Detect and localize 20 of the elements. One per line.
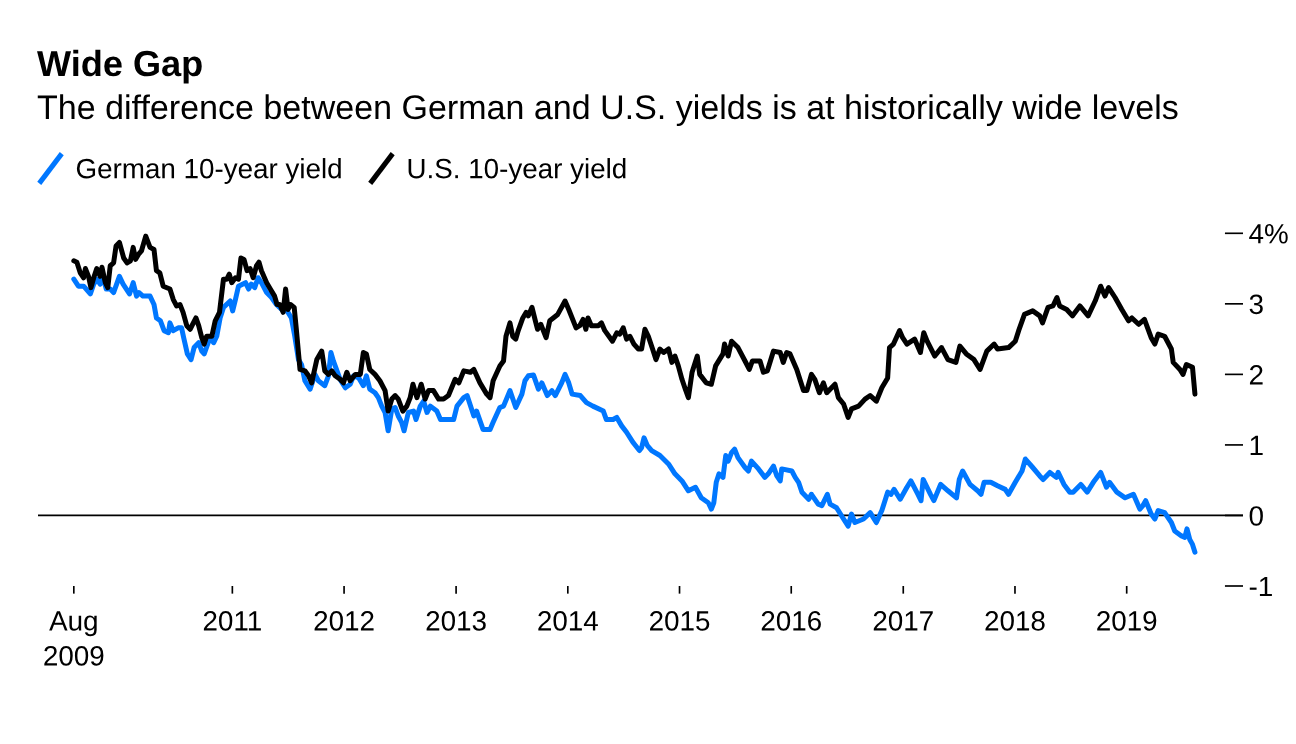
x-tick-label: 2016 (761, 611, 821, 631)
x-tick-label: 2011 (203, 611, 261, 631)
x-tick-label: 2019 (1097, 611, 1157, 631)
legend-label: U.S. 10-year yield (408, 158, 626, 184)
x-tick-label: 2017 (873, 611, 933, 631)
x-tick-label: 2012 (314, 611, 374, 631)
y-tick-label: 2 (1249, 365, 1263, 385)
x-tick-label: 2015 (650, 611, 710, 631)
x-tick-label: 2018 (985, 611, 1045, 631)
x-tick-label: 2013 (426, 611, 486, 631)
y-tick-label: -1 (1249, 576, 1272, 597)
y-tick-label: 1 (1250, 435, 1263, 455)
legend-label: German 10-year yield (76, 158, 341, 184)
x-tick-label: Aug 2009 (44, 611, 104, 666)
y-tick-label: 4% (1249, 224, 1288, 244)
chart-title: Wide Gap (37, 49, 202, 84)
x-tick-label: 2014 (538, 611, 598, 631)
y-tick-label: 3 (1249, 294, 1263, 315)
y-tick-label: 0 (1249, 506, 1263, 526)
chart-subtitle: The difference between German and U.S. yields is at historically wide levels (37, 94, 1178, 127)
